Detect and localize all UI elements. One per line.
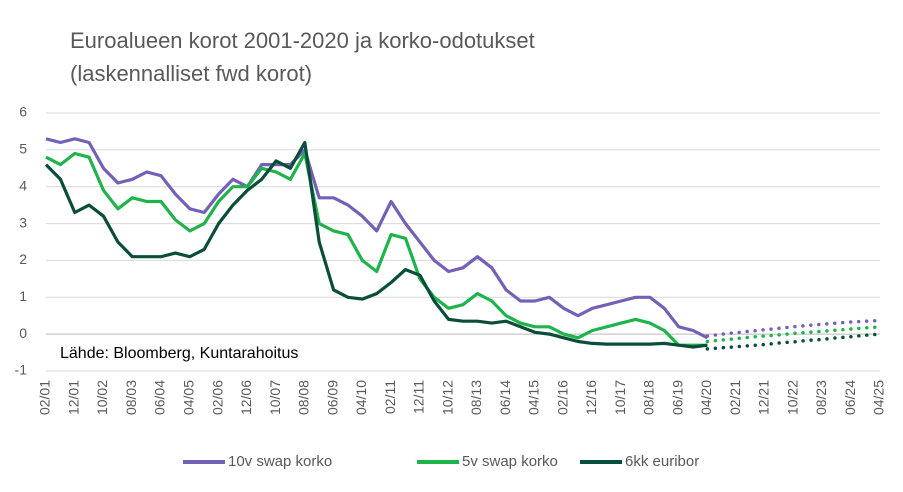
legend-label: 5v swap korko (462, 453, 558, 470)
y-tick-label: 4 (19, 177, 27, 193)
x-tick-label: 04/15 (526, 380, 542, 415)
x-tick-label: 02/16 (554, 380, 570, 415)
x-tick-label: 08/08 (296, 380, 312, 415)
y-tick-label: 0 (19, 325, 27, 341)
x-tick-label: 10/02 (94, 380, 110, 415)
series-line (45, 137, 709, 340)
x-tick-label: 10/12 (439, 380, 455, 415)
x-tick-label: 08/03 (123, 380, 139, 415)
x-tick-label: 06/19 (669, 380, 685, 415)
y-tick-label: 2 (19, 251, 27, 267)
x-tick-label: 06/09 (324, 380, 340, 415)
x-tick-label: 12/01 (65, 380, 81, 415)
x-tick-label: 12/06 (238, 380, 254, 415)
x-tick-label: 04/20 (698, 380, 714, 415)
x-tick-label: 08/13 (468, 380, 484, 415)
x-tick-label: 12/16 (583, 380, 599, 415)
forward-line (705, 318, 882, 338)
x-tick-label: 04/10 (353, 380, 369, 415)
chart-title: Euroalueen korot 2001-2020 ja korko-odot… (70, 28, 535, 53)
x-tick-label: 10/17 (612, 380, 628, 415)
series-line (44, 140, 708, 349)
y-tick-label: 1 (19, 288, 27, 304)
forward-line (705, 332, 882, 351)
x-tick-label: 06/04 (152, 380, 168, 415)
x-tick-label: 02/11 (382, 380, 398, 414)
x-tick-label: 02/21 (727, 380, 743, 415)
y-tick-label: -1 (15, 362, 28, 378)
y-tick-label: 5 (19, 141, 27, 157)
y-tick-label: 6 (19, 104, 27, 120)
legend-label: 6kk euribor (625, 453, 699, 470)
series-line (45, 151, 708, 347)
x-tick-label: 04/25 (871, 380, 887, 415)
x-tick-label: 10/22 (784, 380, 800, 415)
x-tick-label: 08/18 (641, 380, 657, 415)
x-tick-label: 08/23 (813, 380, 829, 415)
chart-subtitle: (laskennalliset fwd korot) (70, 61, 312, 86)
x-tick-label: 04/05 (180, 380, 196, 415)
x-tick-label: 12/21 (756, 380, 772, 415)
x-tick-label: 06/24 (842, 380, 858, 415)
x-tick-label: 12/11 (411, 380, 427, 414)
legend-label: 10v swap korko (228, 453, 332, 470)
y-tick-label: 3 (19, 214, 27, 230)
x-tick-label: 02/06 (209, 380, 225, 415)
annotation: Lähde: Bloomberg, Kuntarahoitus (60, 345, 298, 362)
forward-line (705, 325, 882, 344)
x-tick-label: 06/14 (497, 380, 513, 415)
x-tick-label: 10/07 (267, 380, 283, 415)
x-tick-label: 02/01 (37, 380, 53, 415)
